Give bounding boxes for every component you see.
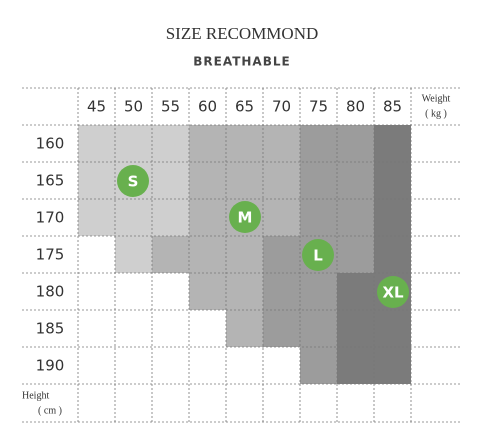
shaded-cell (78, 199, 189, 236)
size-badge (229, 201, 261, 233)
shaded-cell (374, 236, 411, 273)
weight-label: 85 (383, 98, 402, 116)
subtitle: BREATHABLE (193, 55, 290, 69)
height-label: 175 (36, 246, 65, 264)
shaded-cell (189, 273, 263, 310)
shaded-cell (300, 347, 337, 384)
size-badge (302, 239, 334, 271)
size-badge (117, 165, 149, 197)
weight-label: 65 (235, 98, 254, 116)
weight-label: 70 (272, 98, 291, 116)
shaded-cell (374, 125, 411, 162)
weight-label: 55 (161, 98, 180, 116)
height-label: 180 (36, 283, 65, 301)
weight-label: 45 (87, 98, 106, 116)
height-unit: ( cm ) (38, 405, 62, 416)
height-label: 160 (36, 135, 65, 153)
shaded-cell (374, 199, 411, 236)
weight-label: 50 (124, 98, 143, 116)
weight-label: 75 (309, 98, 328, 116)
shaded-cell (374, 162, 411, 199)
height-label: 185 (36, 320, 65, 338)
shaded-cell (226, 310, 263, 347)
weight-unit: ( kg ) (425, 108, 447, 119)
height-label: 170 (36, 209, 65, 227)
shaded-cell (78, 125, 189, 162)
title: SIZE RECOMMOND (166, 24, 319, 43)
shaded-cell (263, 273, 337, 310)
size-label: XL (382, 284, 404, 302)
shaded-cell (189, 125, 300, 162)
height-header: Height (22, 390, 49, 401)
shaded-cell (300, 125, 374, 162)
shaded-cell (152, 236, 263, 273)
weight-label: 80 (346, 98, 365, 116)
height-label: 165 (36, 172, 65, 190)
weight-label: 60 (198, 98, 217, 116)
size-badge (377, 276, 409, 308)
size-label: L (313, 247, 323, 265)
size-label: S (128, 173, 139, 191)
shaded-cell (115, 236, 152, 273)
shaded-cell (189, 162, 300, 199)
weight-header: Weight (422, 93, 451, 104)
size-label: M (238, 209, 253, 227)
height-label: 190 (36, 357, 65, 375)
